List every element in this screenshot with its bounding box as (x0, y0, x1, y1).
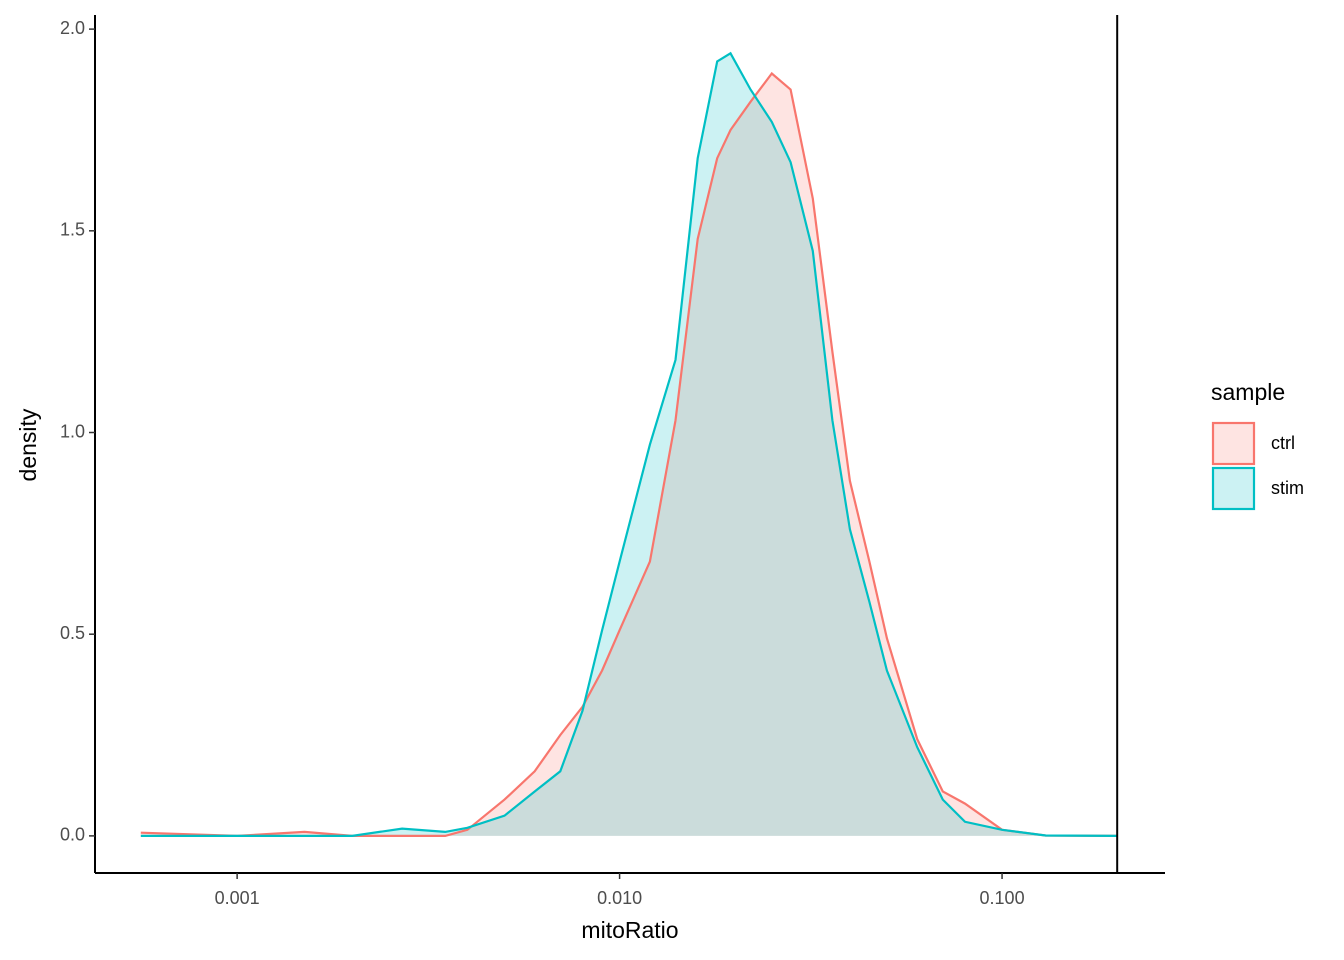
legend-title: sample (1211, 379, 1285, 405)
legend-label: ctrl (1271, 433, 1295, 453)
density-line (140, 51, 1118, 837)
y-tick-label: 1.0 (60, 421, 85, 441)
y-axis-title: density (15, 408, 41, 481)
y-tick-label: 0.0 (60, 825, 85, 845)
x-axis-title: mitoRatio (581, 917, 678, 943)
x-tick-label: 0.001 (215, 888, 260, 908)
x-tick-label: 0.100 (980, 888, 1025, 908)
density-area (140, 73, 1118, 836)
legend-key (1211, 466, 1256, 511)
y-tick-label: 1.5 (60, 220, 85, 240)
y-tick-label: 2.0 (60, 18, 85, 38)
legend-fill (1212, 422, 1254, 464)
legend-label: stim (1271, 478, 1304, 498)
y-tick-label: 0.5 (60, 623, 85, 643)
x-tick-label: 0.010 (597, 888, 642, 908)
density-line (140, 71, 1118, 838)
density-area (140, 53, 1118, 836)
legend-key (1211, 421, 1256, 466)
legend-fill (1212, 467, 1254, 509)
